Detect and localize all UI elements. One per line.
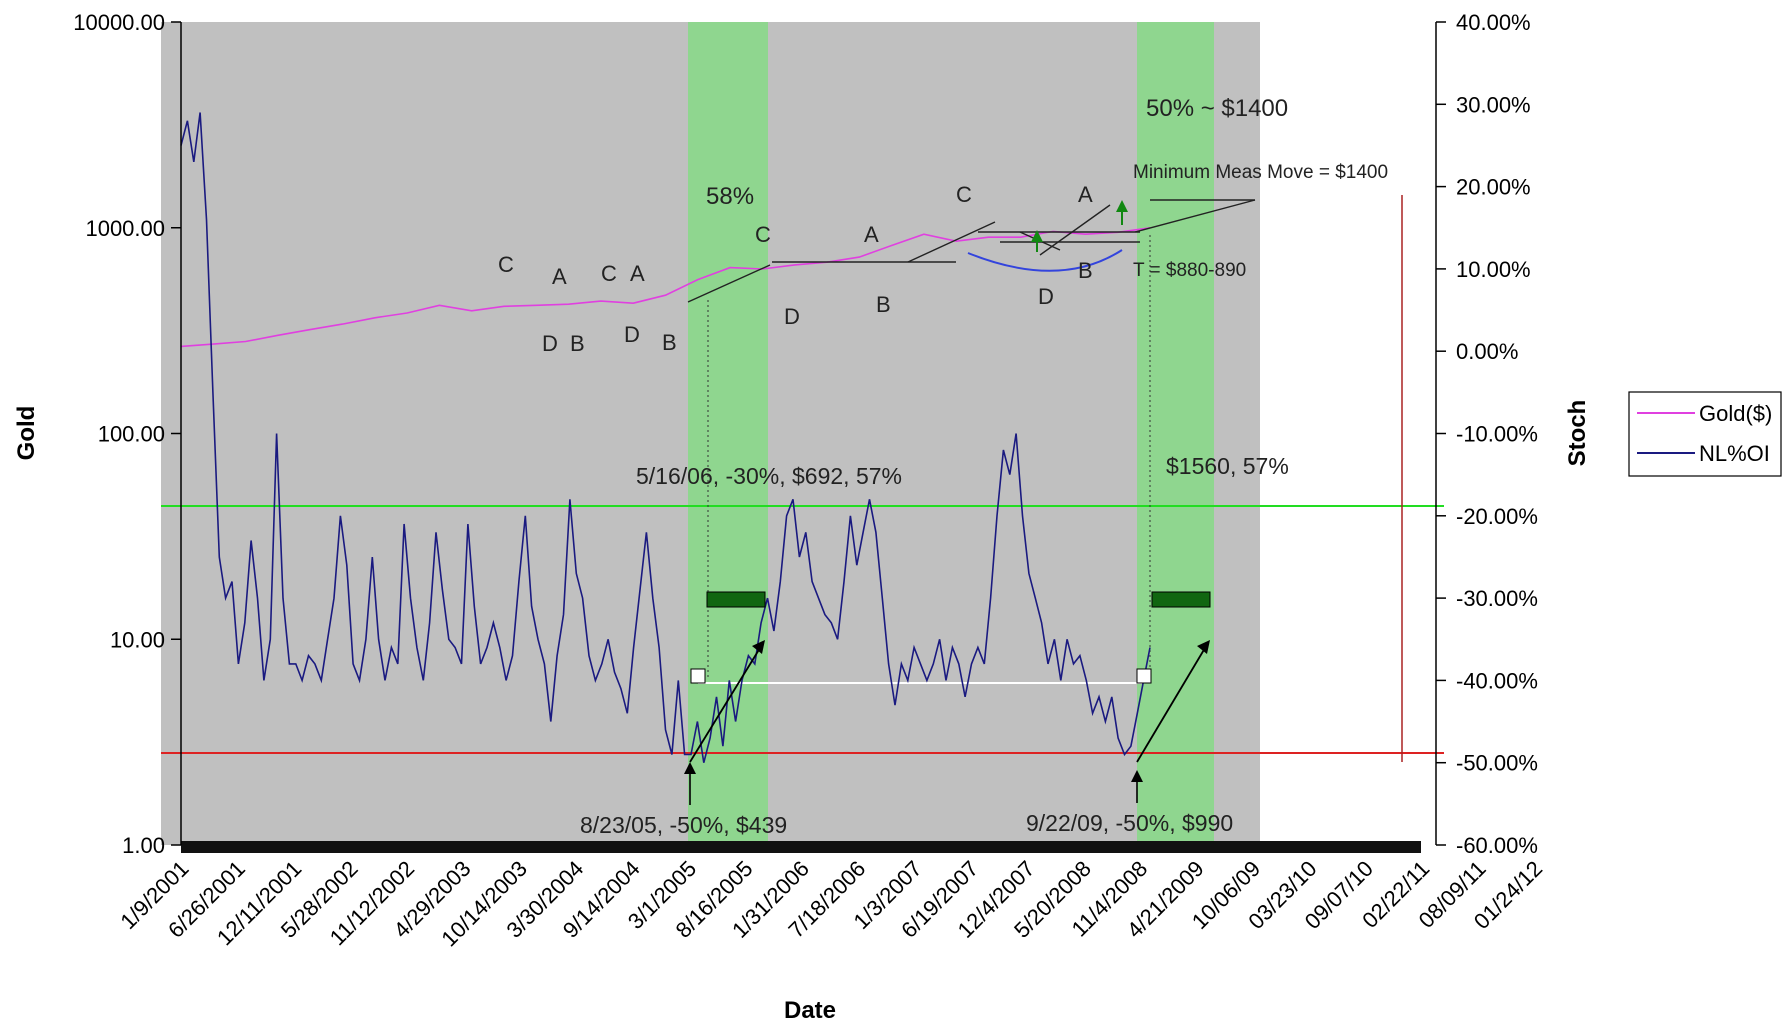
right-tick-label: 30.00% xyxy=(1456,92,1531,117)
annotation-5-16-06: 5/16/06, -30%, $692, 57% xyxy=(636,463,902,489)
target-box-2010 xyxy=(1151,591,1211,608)
pattern-label: D xyxy=(784,304,800,329)
left-axis-ticks: 10000.00 1000.00 100.00 10.00 1.00 xyxy=(73,10,181,858)
pattern-label: A xyxy=(1078,182,1093,207)
right-tick-label: 10.00% xyxy=(1456,257,1531,282)
right-tick-label: -20.00% xyxy=(1456,504,1538,529)
right-tick-label: -40.00% xyxy=(1456,668,1538,693)
right-axis-title: Stoch xyxy=(1564,400,1591,467)
right-tick-label: -30.00% xyxy=(1456,586,1538,611)
right-tick-label: -50.00% xyxy=(1456,751,1538,776)
annotation-9-22-09: 9/22/09, -50%, $990 xyxy=(1026,810,1233,836)
pattern-label: B xyxy=(876,292,891,317)
annotation-58pct: 58% xyxy=(706,183,754,210)
pattern-label: A xyxy=(864,222,879,247)
up-arrows xyxy=(684,200,1210,805)
pattern-label: B xyxy=(662,330,677,355)
pattern-label: B xyxy=(1078,258,1093,283)
right-tick-label: 0.00% xyxy=(1456,339,1518,364)
left-tick-label: 100.00 xyxy=(98,422,165,447)
legend-label-gold: Gold($) xyxy=(1699,401,1772,426)
target-box-2006 xyxy=(706,591,766,608)
x-axis-title: Date xyxy=(784,997,836,1024)
pattern-labels: C A C A D B D B C D A B C A D B xyxy=(498,182,1093,356)
legend: Gold($) NL%OI xyxy=(1628,391,1782,477)
annotation-50pct-1400: 50% ~ $1400 xyxy=(1146,95,1288,122)
x-axis-date-strip xyxy=(181,841,1421,853)
pattern-label: D xyxy=(1038,284,1054,309)
annotation-target: T = $880-890 xyxy=(1133,260,1246,281)
marker-square-2006 xyxy=(690,668,706,684)
pattern-label: B xyxy=(570,331,585,356)
pattern-label: C xyxy=(956,182,972,207)
pattern-label: A xyxy=(630,261,645,286)
pattern-label: C xyxy=(755,222,771,247)
left-tick-label: 10000.00 xyxy=(73,10,165,35)
x-axis-ticks: 1/9/20016/26/200112/11/20015/28/200211/1… xyxy=(115,856,1547,952)
series-line-gold xyxy=(180,227,1151,348)
marker-square-2009 xyxy=(1136,668,1152,684)
right-tick-label: -60.00% xyxy=(1456,833,1538,858)
left-tick-label: 10.00 xyxy=(110,627,165,652)
annotation-8-23-05: 8/23/05, -50%, $439 xyxy=(580,812,787,838)
right-tick-label: 40.00% xyxy=(1456,10,1531,35)
legend-label-nl-oi: NL%OI xyxy=(1699,441,1770,466)
rounded-bottom-arc xyxy=(967,249,1123,272)
pattern-label: D xyxy=(624,322,640,347)
pattern-lines xyxy=(687,199,1256,303)
highlight-band-2006 xyxy=(688,22,768,845)
annotation-min-meas-move: Minimum Meas Move = $1400 xyxy=(1133,162,1388,183)
pattern-label: A xyxy=(552,264,567,289)
right-tick-label: 20.00% xyxy=(1456,175,1531,200)
left-tick-label: 1.00 xyxy=(122,833,165,858)
annotation-1560: $1560, 57% xyxy=(1166,453,1289,479)
pattern-label: C xyxy=(498,252,514,277)
pattern-label: C xyxy=(601,261,617,286)
pattern-label: D xyxy=(542,331,558,356)
right-tick-label: -10.00% xyxy=(1456,422,1538,447)
left-axis-title: Gold xyxy=(13,406,40,461)
right-axis-ticks: 40.00% 30.00% 20.00% 10.00% 0.00% -10.00% -20.… xyxy=(1436,10,1538,858)
left-tick-label: 1000.00 xyxy=(85,216,165,241)
highlight-band-2009 xyxy=(1137,22,1214,845)
series-line-nl-oi xyxy=(180,112,1151,763)
